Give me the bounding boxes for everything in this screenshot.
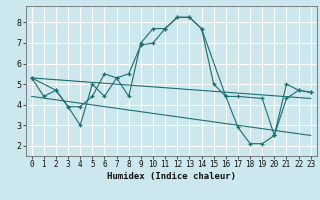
X-axis label: Humidex (Indice chaleur): Humidex (Indice chaleur) [107,172,236,181]
